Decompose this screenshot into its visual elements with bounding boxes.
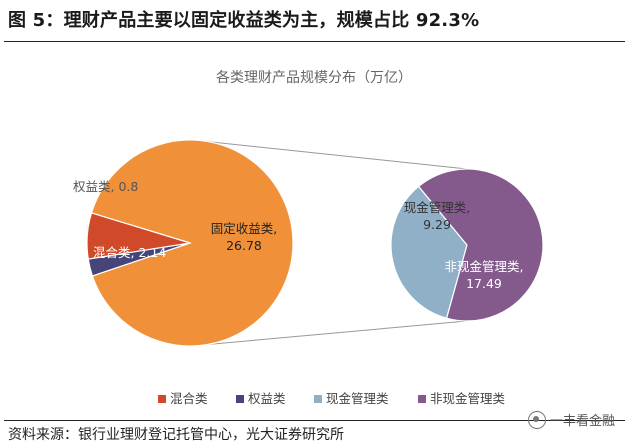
figure-title: 图 5：理财产品主要以固定收益类为主，规模占比 92.3% (8, 10, 480, 31)
data-label-non-cash-management: 非现金管理类, 17.49 (445, 259, 524, 291)
data-label-fixed-income: 固定收益类, 26.78 (211, 221, 277, 253)
chart-title: 各类理财产品规模分布（万亿） (216, 70, 412, 86)
connector-line (201, 140, 468, 170)
legend-swatch (158, 395, 166, 403)
legend-swatch (418, 395, 426, 403)
data-label-cash-management: 现金管理类, 9.29 (404, 200, 470, 232)
slice-non-cash-management (417, 168, 544, 322)
legend-label: 权益类 (248, 391, 286, 406)
source-rule (4, 420, 625, 421)
data-label-equity: 权益类, 0.8 (73, 179, 138, 194)
legend-item-equity: 权益类 (236, 391, 286, 406)
slice-fixed-income (90, 139, 294, 347)
legend-label: 非现金管理类 (430, 391, 506, 406)
slice-hybrid (86, 212, 191, 260)
legend-label: 现金管理类 (326, 391, 389, 406)
watermark-text: 一丰看金融 (549, 414, 615, 429)
connector-line (201, 320, 468, 346)
watermark: 一丰看金融 (527, 410, 615, 429)
legend-item-non-cash-management: 非现金管理类 (418, 391, 506, 406)
legend-swatch (236, 395, 244, 403)
wechat-icon (527, 410, 546, 429)
source-note: 资料来源：银行业理财登记托管中心，光大证券研究所 (8, 427, 344, 443)
legend-swatch (314, 395, 322, 403)
data-label-hybrid: 混合类, 2.14 (93, 245, 166, 260)
legend-item-cash-management: 现金管理类 (314, 391, 389, 406)
legend-label: 混合类 (170, 391, 208, 406)
slice-cash-management (390, 185, 468, 319)
legend-item-hybrid: 混合类 (158, 391, 208, 406)
title-rule (4, 41, 625, 42)
